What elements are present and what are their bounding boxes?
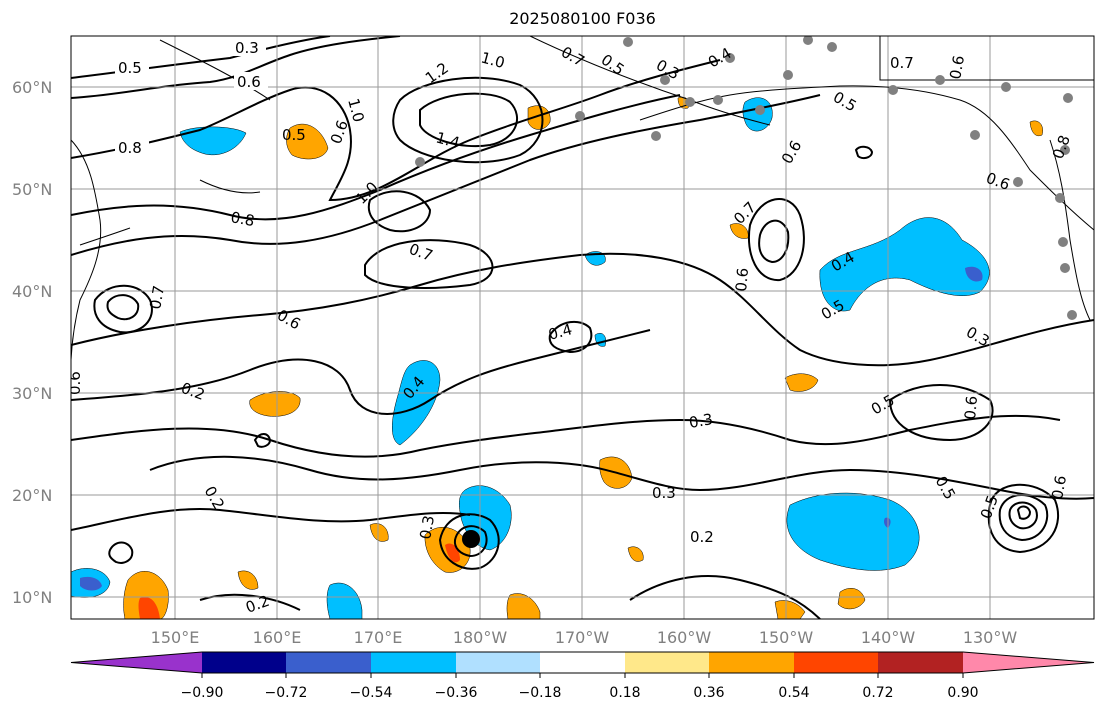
lat-label: 10°N [12, 588, 52, 607]
colorbar-tick-label: 0.54 [778, 685, 809, 701]
colorbar-segment [202, 652, 286, 673]
contour-label: 0.6 [1048, 474, 1070, 501]
contour-label: 1.0 [479, 48, 507, 72]
colorbar-segment [794, 652, 878, 673]
contour-label: 0.4 [546, 320, 574, 344]
lon-label: 180°W [453, 628, 508, 647]
lon-label: 170°W [555, 628, 610, 647]
graticule [71, 36, 1094, 619]
contour-label: 0.8 [229, 208, 256, 230]
lon-label: 150°E [151, 628, 200, 647]
colorbar [70, 651, 1095, 678]
colorbar-tick-label: −0.18 [519, 685, 562, 701]
lon-label: 140°W [861, 628, 916, 647]
lat-label: 40°N [12, 282, 52, 301]
contour-label: 1.0 [344, 96, 368, 124]
lat-label: 50°N [12, 180, 52, 199]
contour-label: 0.7 [146, 284, 168, 311]
latitude-labels: 60°N 50°N 40°N 30°N 20°N 10°N [12, 78, 52, 607]
map-title: 2025080100 F036 [509, 9, 656, 28]
colorbar-segment [456, 652, 540, 673]
contour-label: 0.3 [235, 39, 259, 57]
map-border [70, 35, 1095, 620]
colorbar-tick-label: 0.90 [947, 685, 978, 701]
colorbar-extend-min [71, 652, 202, 673]
colorbar-tick-label: 0.72 [862, 685, 893, 701]
colorbar-tick-label: 0.18 [609, 685, 640, 701]
contour-label: 0.3 [688, 410, 715, 432]
colorbar-tick-label: −0.54 [350, 685, 393, 701]
lat-label: 20°N [12, 486, 52, 505]
lon-label: 170°E [354, 628, 403, 647]
colorbar-segment [371, 652, 456, 673]
contour-label: 0.3 [416, 514, 438, 541]
colorbar-segment [878, 652, 963, 673]
coastlines [71, 36, 1094, 361]
colorbar-segment [286, 652, 371, 673]
shaded-negative-regions [71, 97, 990, 619]
contour-label: 0.6 [946, 54, 968, 81]
storm-center-marker [462, 530, 480, 548]
lon-label: 150°W [759, 628, 814, 647]
colorbar-extend-max [963, 652, 1094, 673]
contour-label: 0.6 [732, 267, 752, 292]
contour-label: 0.5 [282, 126, 306, 144]
colorbar-segment [625, 652, 709, 673]
colorbar-segment [540, 652, 625, 673]
contour-label: 0.3 [652, 484, 676, 502]
lon-label: 160°W [657, 628, 712, 647]
contour-label: 0.2 [690, 528, 714, 546]
contour-label: 0.8 [118, 139, 142, 157]
lat-label: 30°N [12, 384, 52, 403]
contour-label: 0.6 [237, 73, 261, 91]
longitude-labels: 150°E 160°E 170°E 180°W 170°W 160°W 150°… [151, 628, 1018, 647]
colorbar-tick-labels: −0.90 −0.72 −0.54 −0.36 −0.18 0.18 0.36 … [181, 685, 979, 701]
contour-label: 0.5 [118, 59, 142, 77]
contour-label: 1.4 [434, 128, 462, 152]
colorbar-tick-label: −0.36 [435, 685, 478, 701]
station-dots [415, 36, 1077, 320]
lon-label: 160°E [253, 628, 302, 647]
colorbar-tick-label: −0.72 [265, 685, 308, 701]
colorbar-segment [709, 652, 794, 673]
colorbar-tick-label: −0.90 [181, 685, 224, 701]
lon-label: 130°W [963, 628, 1018, 647]
contour-label: 0.6 [66, 371, 84, 395]
colorbar-tick-label: 0.36 [693, 685, 724, 701]
contour-lines [71, 36, 1094, 619]
lat-label: 60°N [12, 78, 52, 97]
contour-label: 0.7 [890, 54, 914, 72]
contour-label: 0.6 [961, 395, 981, 420]
